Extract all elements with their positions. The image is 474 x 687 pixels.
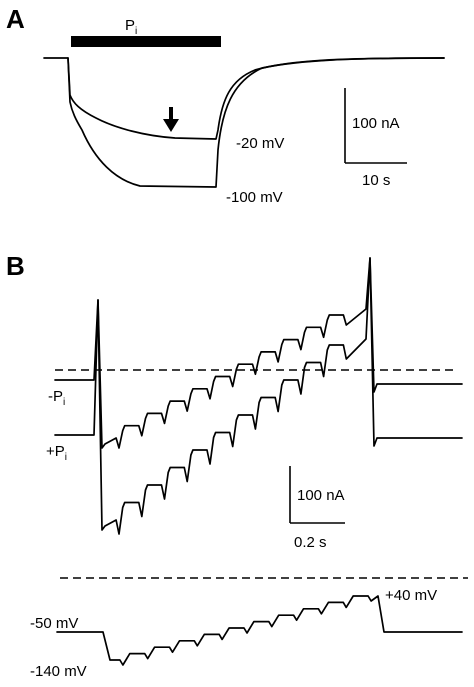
panel-a-letter: A (6, 4, 25, 34)
scale-time-b: 0.2 s (294, 534, 327, 551)
voltage-label-minus-140mv: -140 mV (30, 663, 87, 680)
trace-label-minus-100mv: -100 mV (226, 189, 283, 206)
scale-current-b: 100 nA (297, 487, 345, 504)
panel-b-letter: B (6, 251, 25, 281)
scale-time-a: 10 s (362, 172, 390, 189)
scale-current-a: 100 nA (352, 115, 400, 132)
pi-application-bar (71, 36, 221, 47)
scale-bar-a (344, 88, 407, 164)
arrow-down-icon (163, 107, 179, 132)
condition-label-minus-pi: -Pi (48, 388, 65, 408)
current-trace-plus-pi (54, 257, 463, 535)
trace-label-minus-20mv: -20 mV (236, 135, 284, 152)
voltage-label-minus-50mv: -50 mV (30, 615, 78, 632)
scale-bar-b (289, 466, 345, 524)
voltage-label-plus-40mv: +40 mV (385, 587, 437, 604)
current-trace-minus-pi (54, 257, 463, 449)
voltage-protocol-trace (56, 595, 463, 666)
current-trace-minus-100mv (67, 57, 445, 188)
condition-label-plus-pi: +Pi (46, 443, 67, 463)
pi-application-label: Pi (125, 17, 137, 37)
